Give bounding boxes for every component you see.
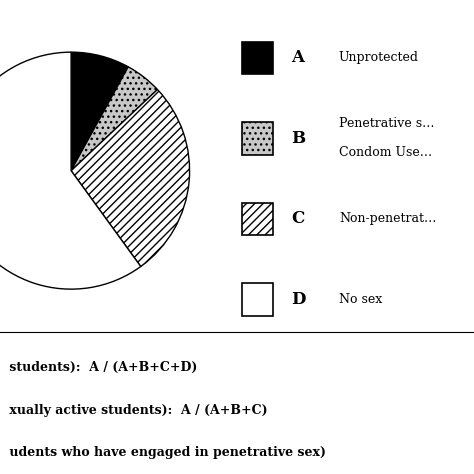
- Wedge shape: [71, 90, 190, 266]
- Text: Non-penetrat…: Non-penetrat…: [339, 212, 436, 226]
- Wedge shape: [71, 67, 157, 171]
- Wedge shape: [71, 52, 128, 171]
- Wedge shape: [0, 52, 141, 289]
- Text: udents who have engaged in penetrative sex): udents who have engaged in penetrative s…: [5, 446, 326, 459]
- Text: Condom Use…: Condom Use…: [339, 146, 432, 159]
- Bar: [242, 122, 273, 155]
- Text: C: C: [292, 210, 305, 228]
- Text: Penetrative s…: Penetrative s…: [339, 118, 434, 130]
- Bar: [242, 42, 273, 74]
- Text: D: D: [292, 291, 306, 308]
- Bar: [242, 283, 273, 316]
- Text: B: B: [292, 130, 306, 147]
- Text: Unprotected: Unprotected: [339, 51, 419, 64]
- Bar: [242, 203, 273, 235]
- Text: A: A: [292, 49, 304, 66]
- Text: xually active students):  A / (A+B+C): xually active students): A / (A+B+C): [5, 403, 267, 417]
- Text: students):  A / (A+B+C+D): students): A / (A+B+C+D): [5, 361, 197, 374]
- Text: No sex: No sex: [339, 293, 382, 306]
